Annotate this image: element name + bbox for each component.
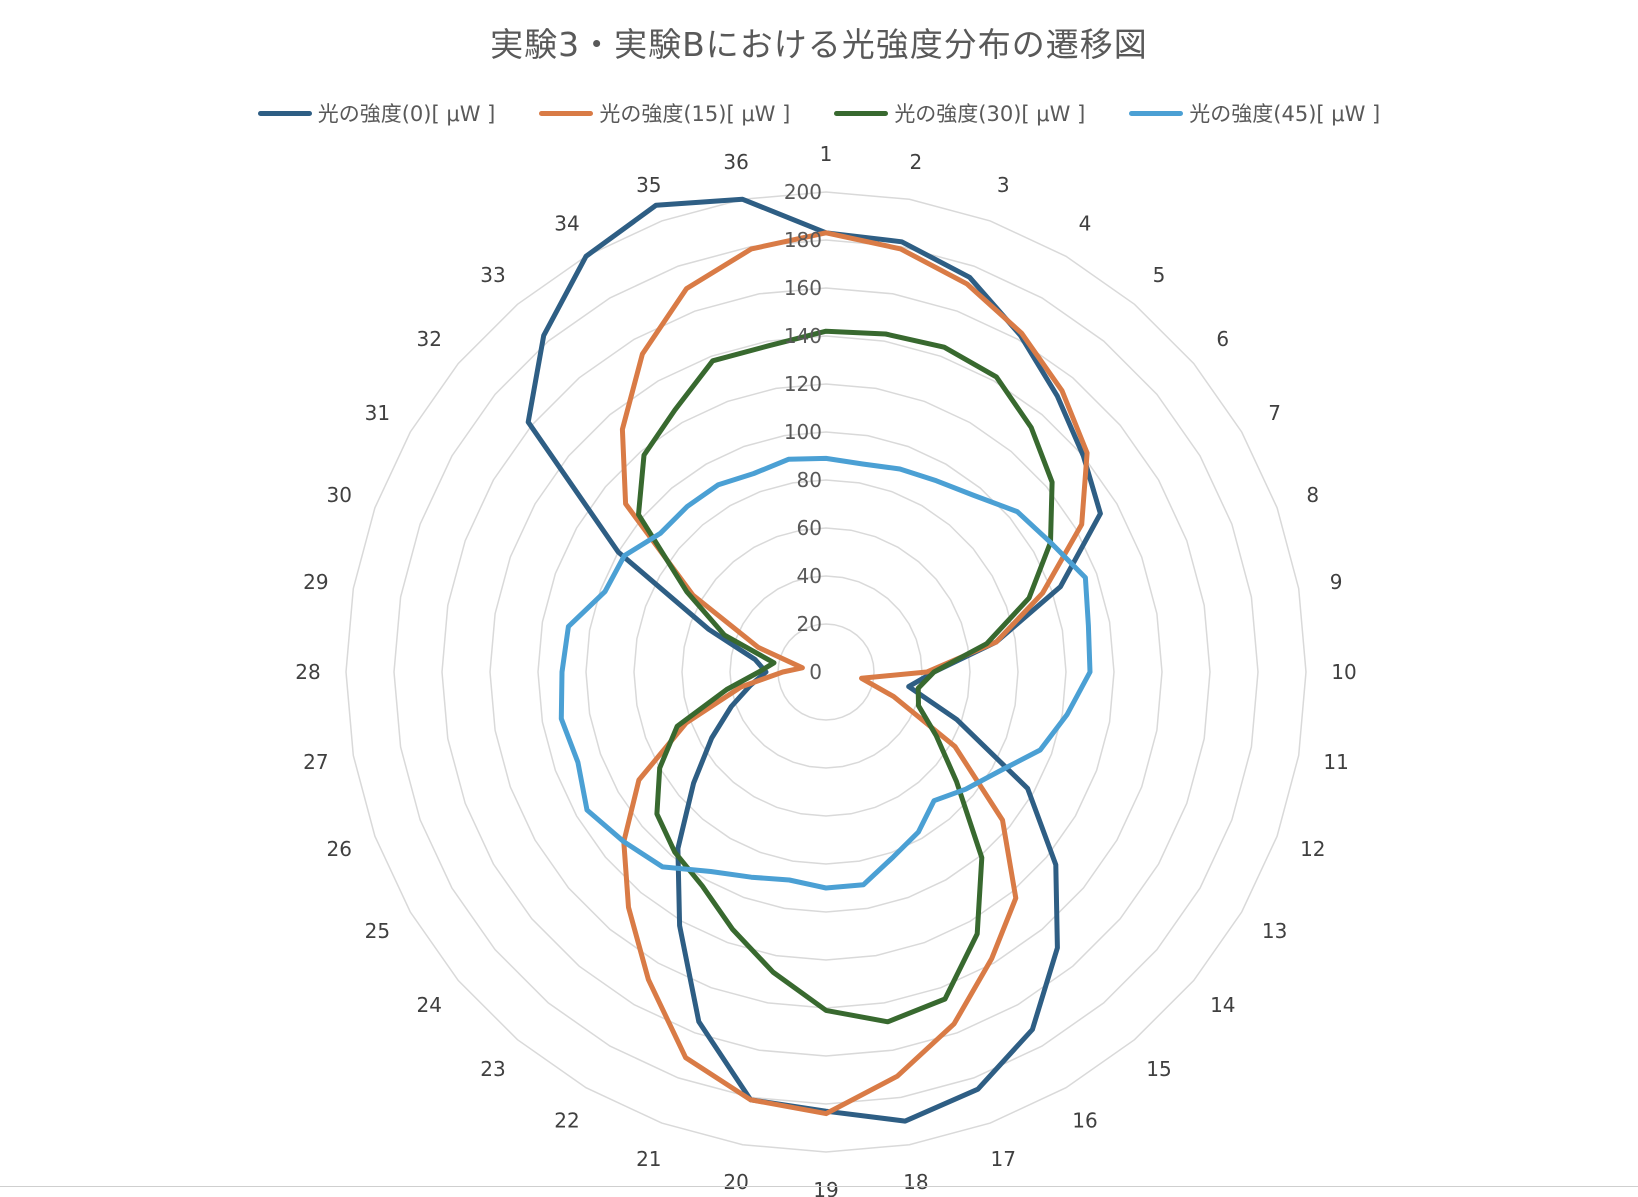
category-label: 35 bbox=[636, 173, 661, 197]
category-label: 27 bbox=[303, 750, 328, 774]
legend-label: 光の強度(45)[ μW ] bbox=[1189, 102, 1381, 126]
gridline bbox=[633, 479, 1019, 865]
category-label: 4 bbox=[1079, 211, 1092, 235]
category-label: 8 bbox=[1306, 483, 1319, 507]
legend-label: 光の強度(30)[ μW ] bbox=[894, 102, 1086, 126]
category-label: 25 bbox=[365, 919, 390, 943]
legend-item[interactable]: 光の強度(0)[ μW ] bbox=[257, 98, 496, 128]
gridline bbox=[441, 287, 1211, 1057]
radial-tick-label: 40 bbox=[797, 564, 822, 588]
category-label: 29 bbox=[303, 570, 328, 594]
legend: 光の強度(0)[ μW ] 光の強度(15)[ μW ] 光の強度(30)[ μ… bbox=[0, 98, 1638, 128]
gridline bbox=[777, 623, 875, 721]
category-label: 19 bbox=[813, 1178, 838, 1197]
legend-swatch bbox=[257, 110, 312, 116]
radial-tick-label: 100 bbox=[784, 420, 822, 444]
category-label: 31 bbox=[365, 401, 390, 425]
legend-swatch bbox=[834, 110, 889, 116]
series-line bbox=[558, 455, 1093, 891]
radial-tick-label: 200 bbox=[784, 180, 822, 204]
category-label: 7 bbox=[1268, 401, 1281, 425]
category-label: 2 bbox=[910, 150, 923, 174]
category-label: 20 bbox=[723, 1170, 748, 1194]
category-label: 16 bbox=[1072, 1109, 1097, 1133]
gridline bbox=[537, 383, 1115, 961]
chart-title: 実験3・実験Bにおける光強度分布の遷移図 bbox=[490, 25, 1148, 64]
category-label: 22 bbox=[554, 1109, 579, 1133]
gridline bbox=[729, 575, 923, 769]
radial-tick-label: 120 bbox=[784, 372, 822, 396]
legend-item[interactable]: 光の強度(30)[ μW ] bbox=[834, 98, 1085, 128]
radial-tick-label: 0 bbox=[809, 660, 822, 684]
category-label: 28 bbox=[295, 660, 320, 684]
category-label: 26 bbox=[326, 837, 351, 861]
category-label: 11 bbox=[1323, 750, 1348, 774]
radial-tick-label: 140 bbox=[784, 324, 822, 348]
category-label: 33 bbox=[480, 263, 505, 287]
category-label: 15 bbox=[1146, 1057, 1171, 1081]
radial-tick-label: 160 bbox=[784, 276, 822, 300]
legend-label: 光の強度(0)[ μW ] bbox=[317, 102, 496, 126]
category-label: 36 bbox=[723, 150, 748, 174]
bottom-divider bbox=[0, 1186, 1638, 1187]
category-label: 14 bbox=[1210, 993, 1235, 1017]
category-label: 34 bbox=[554, 211, 579, 235]
radial-tick-label: 60 bbox=[797, 516, 822, 540]
gridline bbox=[393, 239, 1259, 1105]
category-label: 10 bbox=[1331, 660, 1356, 684]
category-label: 6 bbox=[1216, 327, 1229, 351]
category-label: 9 bbox=[1330, 570, 1343, 594]
radial-tick-label: 180 bbox=[784, 228, 822, 252]
gridline bbox=[345, 191, 1307, 1153]
category-label: 24 bbox=[416, 993, 441, 1017]
category-label: 32 bbox=[416, 327, 441, 351]
category-label: 23 bbox=[480, 1057, 505, 1081]
category-label: 12 bbox=[1300, 837, 1325, 861]
category-label: 21 bbox=[636, 1147, 661, 1171]
category-label: 18 bbox=[903, 1170, 928, 1194]
category-label: 30 bbox=[326, 483, 351, 507]
legend-swatch bbox=[539, 110, 594, 116]
legend-swatch bbox=[1129, 110, 1184, 116]
category-label: 1 bbox=[820, 142, 833, 166]
gridline bbox=[489, 335, 1163, 1009]
legend-item[interactable]: 光の強度(15)[ μW ] bbox=[539, 98, 790, 128]
legend-label: 光の強度(15)[ μW ] bbox=[599, 102, 791, 126]
category-label: 3 bbox=[997, 173, 1010, 197]
radial-tick-label: 20 bbox=[797, 612, 822, 636]
radial-tick-label: 80 bbox=[797, 468, 822, 492]
category-label: 13 bbox=[1262, 919, 1287, 943]
legend-item[interactable]: 光の強度(45)[ μW ] bbox=[1129, 98, 1380, 128]
category-label: 17 bbox=[990, 1147, 1015, 1171]
series-line bbox=[636, 328, 1055, 1025]
category-label: 5 bbox=[1153, 263, 1166, 287]
